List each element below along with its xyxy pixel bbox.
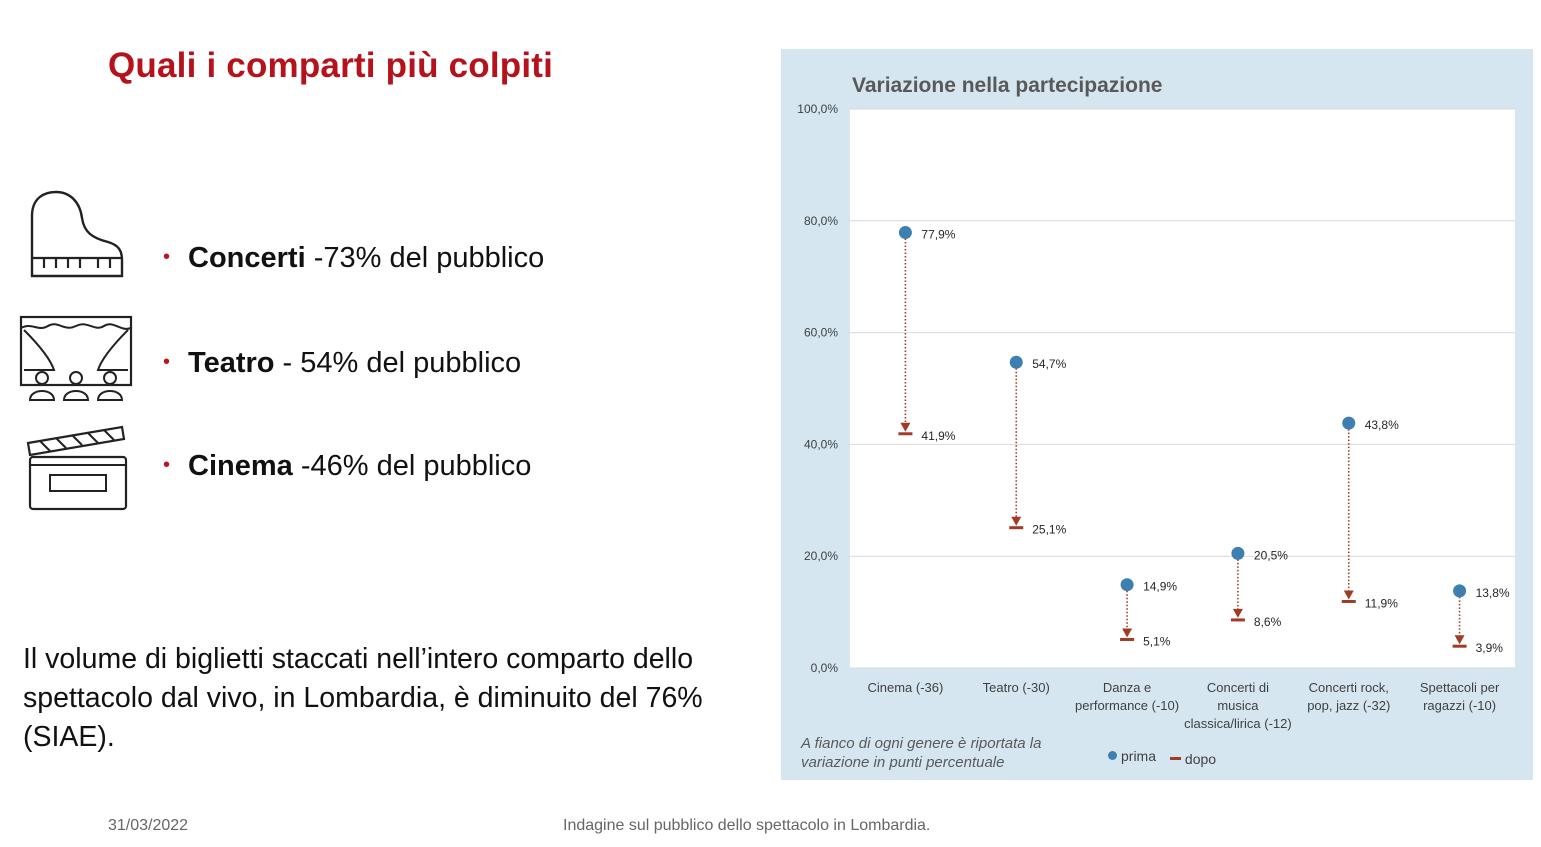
dopo-marker	[1452, 644, 1467, 648]
arrow-head	[1011, 516, 1022, 526]
theater-icon	[19, 315, 133, 401]
y-tick-label: 80,0%	[804, 214, 838, 228]
bullet-bold: Cinema	[188, 450, 293, 482]
y-tick-label: 20,0%	[804, 549, 838, 563]
arrow-head	[1232, 608, 1243, 618]
bullet-dot: •	[163, 351, 171, 373]
bullet-teatro: • Teatro - 54% del pubblico	[163, 347, 521, 380]
summary-paragraph: Il volume di biglietti staccati nell’int…	[23, 643, 703, 753]
prima-marker	[1120, 578, 1134, 592]
legend-item-prima: prima	[1108, 748, 1156, 764]
footer-text: Indagine sul pubblico dello spettacolo i…	[563, 817, 931, 834]
bullet-bold: Teatro	[188, 347, 275, 379]
plot-area	[850, 109, 1515, 668]
footer-date: 31/03/2022	[108, 817, 189, 834]
prima-data-label: 77,9%	[921, 228, 955, 242]
prima-marker	[1342, 416, 1356, 430]
x-tick-label: musica	[1217, 698, 1259, 713]
legend-label: prima	[1121, 747, 1157, 764]
dopo-marker	[1120, 637, 1135, 641]
legend-dash-icon	[1169, 757, 1181, 760]
arrow-head	[1343, 590, 1354, 600]
dopo-data-label: 5,1%	[1143, 634, 1171, 648]
bullet-text: - 54% del pubblico	[274, 347, 522, 379]
prima-data-label: 14,9%	[1143, 580, 1177, 594]
prima-data-label: 43,8%	[1365, 418, 1399, 432]
legend-dot-icon	[1108, 751, 1117, 760]
x-tick-label: Concerti rock,	[1309, 680, 1389, 695]
dopo-marker	[1009, 526, 1024, 530]
x-tick-label: Spettacoli per	[1420, 680, 1500, 695]
chart-note-line: variazione in punti percentuale	[801, 754, 1005, 771]
bullet-concerti: • Concerti -73% del pubblico	[163, 242, 544, 275]
bullet-text: -73% del pubblico	[305, 242, 545, 274]
y-tick-label: 100,0%	[797, 102, 838, 116]
x-tick-label: ragazzi (-10)	[1423, 698, 1496, 713]
chart-note-line: A fianco di ogni genere è riportata la	[801, 735, 1042, 752]
chart-title: Variazione nella partecipazione	[852, 74, 1163, 97]
legend-item-dopo: dopo	[1169, 750, 1217, 767]
dopo-marker	[898, 432, 913, 436]
prima-marker	[1231, 546, 1245, 560]
dopo-data-label: 41,9%	[921, 429, 955, 443]
dopo-marker	[1341, 599, 1356, 603]
prima-data-label: 13,8%	[1476, 586, 1510, 600]
x-tick-label: Danza e	[1103, 680, 1151, 695]
piano-icon	[30, 190, 124, 278]
y-tick-label: 40,0%	[804, 437, 838, 451]
arrow-head	[900, 422, 911, 432]
x-tick-label: pop, jazz (-32)	[1307, 698, 1390, 713]
chart-panel: 0,0% 20,0% 40,0% 60,0% 80,0% 100,0% Cinema (-3…	[781, 49, 1533, 780]
dopo-data-label: 25,1%	[1032, 523, 1066, 537]
bullet-text: -46% del pubblico	[292, 450, 532, 482]
prima-marker	[1453, 584, 1467, 598]
bullet-dot: •	[163, 454, 171, 476]
prima-marker	[898, 226, 912, 240]
chart-canvas: 0,0% 20,0% 40,0% 60,0% 80,0% 100,0% Cinema (-3…	[797, 102, 1515, 731]
y-tick-label: 60,0%	[804, 326, 838, 340]
prima-data-label: 54,7%	[1032, 357, 1066, 371]
bullet-cinema: • Cinema -46% del pubblico	[163, 450, 531, 483]
x-tick-label: performance (-10)	[1075, 698, 1179, 713]
dopo-data-label: 8,6%	[1254, 615, 1282, 629]
chart-legend: prima dopo	[1108, 747, 1226, 767]
prima-data-label: 20,5%	[1254, 548, 1288, 562]
prima-marker	[1009, 355, 1023, 369]
clapperboard-icon	[26, 425, 128, 511]
dopo-data-label: 3,9%	[1476, 641, 1504, 655]
page-title: Quali i comparti più colpiti	[108, 46, 554, 85]
chart-note: A fianco di ogni genere è riportata la v…	[801, 734, 1041, 772]
x-tick-label: Teatro (-30)	[983, 680, 1050, 695]
x-tick-label: Concerti di	[1207, 680, 1269, 695]
dopo-marker	[1230, 618, 1245, 622]
dopo-data-label: 11,9%	[1365, 596, 1398, 610]
bullet-dot: •	[163, 246, 171, 268]
bullet-bold: Concerti	[188, 242, 306, 274]
legend-label: dopo	[1184, 750, 1217, 767]
arrow-head	[1122, 628, 1133, 638]
arrow-head	[1454, 635, 1465, 645]
x-tick-label: classica/lirica (-12)	[1184, 716, 1292, 731]
y-tick-label: 0,0%	[811, 661, 839, 675]
x-tick-label: Cinema (-36)	[867, 680, 943, 695]
